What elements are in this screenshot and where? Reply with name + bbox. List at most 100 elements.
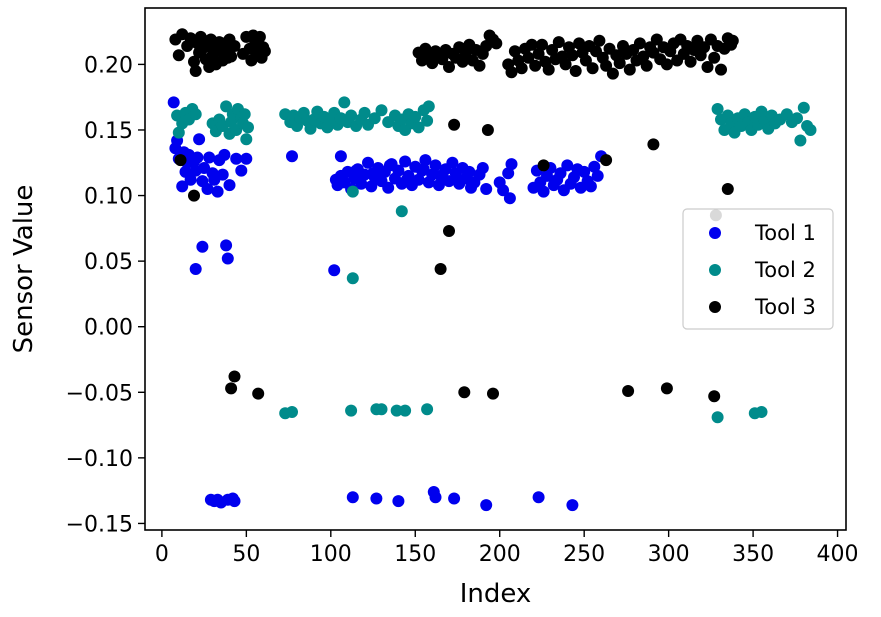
data-point [497,184,510,197]
data-point [650,33,663,46]
data-point [448,118,461,131]
x-tick-label: 300 [648,542,690,567]
series-3 [169,28,739,403]
data-point [578,165,591,178]
y-tick-label: −0.05 [66,381,133,406]
y-tick-label: 0.15 [84,119,133,144]
data-point [225,50,238,63]
data-point [463,165,476,178]
data-point [456,55,469,68]
data-point [392,495,405,508]
data-point [368,112,381,125]
data-point [203,151,216,164]
data-point [755,105,768,118]
data-point [559,58,572,71]
data-point [188,55,200,68]
data-point [174,154,187,167]
data-point [334,150,347,163]
data-point [794,134,807,147]
data-point [286,150,298,163]
data-point [537,159,550,172]
data-point [476,162,489,174]
data-point [436,53,449,66]
data-point [613,57,626,70]
data-point [216,168,229,181]
data-point [715,63,727,76]
data-point [240,152,253,165]
data-point [448,492,461,505]
data-point [362,156,374,169]
data-point [358,106,371,119]
legend-label: Tool 2 [754,258,816,282]
data-point [711,411,724,424]
data-point [429,491,442,504]
data-point [755,406,768,418]
data-point [537,185,550,198]
data-point [660,58,673,71]
data-point [434,169,447,182]
data-point [480,499,493,512]
data-point [189,65,202,77]
data-point [417,163,430,176]
data-point [172,49,185,62]
y-tick-label: 0.20 [84,53,133,78]
data-point [365,180,378,193]
data-point [623,63,636,76]
data-point [505,66,518,79]
x-tick-label: 200 [479,542,521,567]
data-point [525,38,538,51]
data-point [586,62,599,75]
data-point [701,61,714,73]
data-point [189,263,202,275]
data-point [473,59,486,72]
data-point [505,158,518,171]
data-point [220,100,233,113]
data-point [223,179,236,192]
data-point [176,180,189,193]
data-point [465,181,477,194]
data-point [220,239,233,252]
data-point [189,108,202,121]
data-point [804,124,817,136]
data-point [566,499,579,512]
data-point [633,37,646,50]
data-point [684,55,697,68]
x-axis-title: Index [460,579,532,609]
data-point [383,159,396,172]
data-point [573,37,586,50]
data-point [355,177,368,190]
data-point [579,54,592,67]
data-point [242,121,254,134]
data-point [258,45,271,58]
data-point [399,155,412,168]
data-point [188,189,200,202]
x-tick-label: 50 [232,542,260,567]
data-point [637,50,650,63]
y-tick-label: −0.10 [66,447,133,472]
data-point [508,45,521,58]
data-point [726,34,739,47]
x-tick-label: 350 [732,542,774,567]
x-tick-label: 0 [155,542,169,567]
plot-frame [144,7,847,531]
data-point [698,41,711,54]
data-point [797,101,810,114]
data-point [481,124,494,136]
data-point [791,112,803,125]
data-point [546,44,559,56]
data-point [532,491,545,504]
data-point [443,225,455,237]
x-tick-label: 150 [394,542,436,567]
data-point [708,390,721,403]
data-point [480,183,493,195]
data-point [429,159,442,172]
data-point [451,172,464,185]
data-point [552,36,565,49]
y-tick-label: 0.00 [84,316,133,341]
data-point [167,96,180,109]
data-point [399,404,412,417]
data-point [426,57,439,70]
legend-marker [709,227,721,239]
data-point [218,148,231,161]
